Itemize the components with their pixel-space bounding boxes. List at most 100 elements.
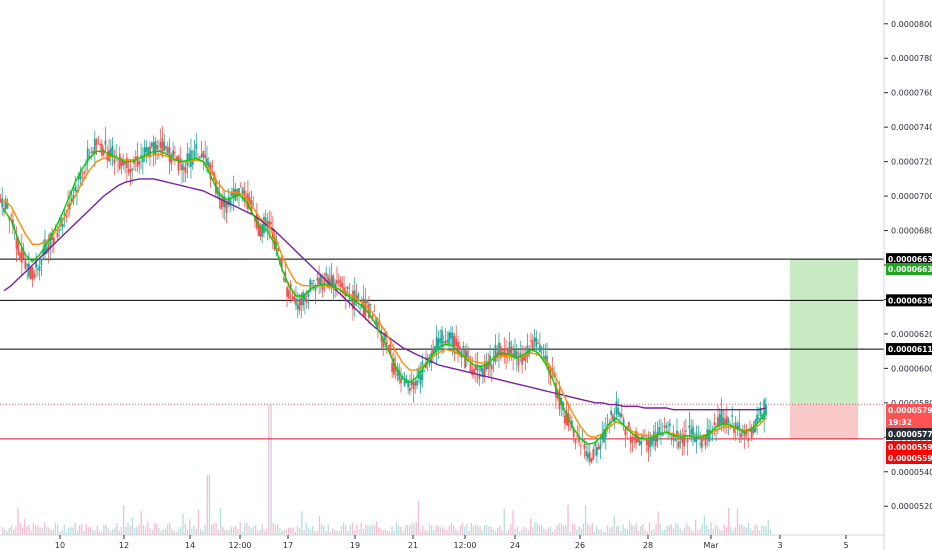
price-tag xyxy=(886,263,932,275)
volume-bar xyxy=(318,516,321,535)
volume-bar xyxy=(571,523,574,535)
volume-bar xyxy=(424,529,426,535)
candle-body xyxy=(574,438,577,444)
candle-body xyxy=(729,424,732,428)
volume-bar xyxy=(30,531,32,535)
volume-bar xyxy=(329,531,332,535)
volume-bar xyxy=(492,529,494,535)
volume-bar xyxy=(477,526,479,535)
volume-bar xyxy=(211,524,213,535)
candle-body xyxy=(533,337,536,342)
candle-body xyxy=(749,429,751,432)
volume-bar xyxy=(411,522,413,535)
volume-bar xyxy=(285,529,288,535)
candle-body xyxy=(184,167,187,174)
candle-body xyxy=(261,224,264,237)
volume-bar xyxy=(156,523,158,535)
candle-body xyxy=(483,363,486,377)
volume-bar xyxy=(747,522,750,535)
candle-body xyxy=(480,365,483,372)
candle-body xyxy=(658,427,661,434)
candle-body xyxy=(423,369,426,371)
volume-bar xyxy=(624,528,626,535)
volume-bar xyxy=(516,526,519,535)
candle-body xyxy=(763,399,766,420)
candle-body xyxy=(590,458,593,463)
volume-bar xyxy=(400,526,402,535)
candle-body xyxy=(603,429,605,443)
volume-bar xyxy=(376,521,378,535)
volume-bar xyxy=(158,527,160,535)
candle-body xyxy=(74,187,77,191)
candle-body xyxy=(181,163,183,170)
x-tick-label: 14 xyxy=(185,541,195,550)
volume-bar xyxy=(59,531,61,535)
volume-bar xyxy=(706,524,708,535)
volume-bar xyxy=(2,527,4,535)
volume-bar xyxy=(631,524,633,535)
volume-bar xyxy=(369,526,371,535)
candle-body xyxy=(38,265,41,271)
candle-body xyxy=(295,298,297,306)
candle-body xyxy=(303,293,306,301)
volume-bar xyxy=(347,530,349,535)
volume-bar xyxy=(686,523,688,535)
volume-bar xyxy=(241,531,244,535)
volume-bar xyxy=(435,525,437,535)
candle-body xyxy=(6,203,9,209)
candle-body xyxy=(93,138,96,154)
candle-body xyxy=(99,143,102,146)
candle-body xyxy=(248,197,251,205)
candle-body xyxy=(202,150,205,158)
volume-bar xyxy=(508,530,510,535)
candle-body xyxy=(109,148,112,157)
candle-body xyxy=(752,427,755,434)
volume-bar xyxy=(741,524,743,535)
candle-body xyxy=(393,358,395,375)
candle-body xyxy=(156,145,159,150)
candle-body xyxy=(222,196,224,207)
candle-body xyxy=(296,304,299,310)
candle-body xyxy=(20,246,23,263)
volume-bar xyxy=(184,523,186,535)
volume-bar xyxy=(191,528,193,535)
volume-bar xyxy=(578,525,580,535)
volume-bar xyxy=(752,530,754,535)
candle-body xyxy=(127,168,130,173)
candle-body xyxy=(124,162,126,165)
candle-body xyxy=(125,157,128,169)
price-tag-text: 0.00005591 xyxy=(888,443,932,452)
volume-bar xyxy=(257,530,259,535)
candle-body xyxy=(718,414,721,427)
candle-body xyxy=(499,346,502,357)
volume-bar xyxy=(567,505,569,535)
time-axis[interactable]: 10 12 14 12:00 17 19 21 12:00 24 26 28 Mar 3 5 xyxy=(55,535,849,550)
candle-body xyxy=(166,147,169,153)
candle-body xyxy=(722,417,725,425)
volume-bar xyxy=(453,525,455,535)
candle-body xyxy=(380,334,383,342)
volume-bar xyxy=(189,519,191,535)
volume-bar xyxy=(483,524,486,535)
candle-body xyxy=(628,422,630,428)
profit-zone[interactable] xyxy=(790,259,858,405)
volume-bar xyxy=(72,527,74,535)
volume-bar xyxy=(213,523,215,535)
volume-bar xyxy=(442,526,444,535)
candle-body xyxy=(362,298,365,315)
horizontal-levels[interactable] xyxy=(0,258,884,440)
price-tag-text: 0.00006633 xyxy=(888,265,932,274)
level-price-tag-text: 0.00006112 xyxy=(888,345,932,354)
candle-body xyxy=(129,169,132,173)
loss-zone[interactable] xyxy=(790,404,858,439)
volume-bar xyxy=(6,531,8,535)
volume-bar xyxy=(703,515,706,535)
volume-bar xyxy=(345,525,347,535)
volume-bar xyxy=(556,525,558,535)
candle-body xyxy=(122,160,125,166)
volume-bar xyxy=(479,526,481,535)
candle-body xyxy=(154,141,157,155)
candle-body xyxy=(291,296,294,301)
candle-body xyxy=(465,350,468,358)
